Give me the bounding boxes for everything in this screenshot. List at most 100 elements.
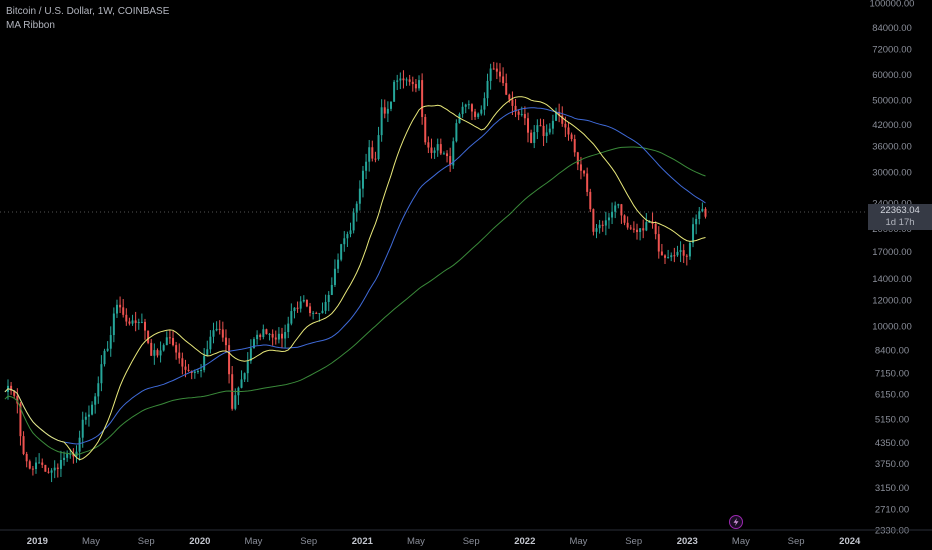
candle-body <box>168 337 171 339</box>
candle-body <box>361 170 364 189</box>
price-tick-label: 36000.00 <box>872 142 912 153</box>
candle-body <box>449 156 452 166</box>
candle-body <box>523 114 526 119</box>
candle-body <box>598 224 601 229</box>
price-tick-label: 7150.00 <box>875 368 909 379</box>
price-tick-label: 17000.00 <box>872 247 912 258</box>
price-tick-label: 10000.00 <box>872 321 912 332</box>
time-tick-label: May <box>82 536 100 547</box>
candle-body <box>271 333 274 338</box>
time-tick-label: 2019 <box>27 536 48 547</box>
candle-body <box>679 250 682 252</box>
candle-body <box>604 220 607 226</box>
candle-body <box>259 334 262 338</box>
candle-body <box>56 467 59 469</box>
candle-body <box>495 68 498 72</box>
last-price-tag: 22363.04 1d 17h <box>868 204 932 230</box>
candle-body <box>374 158 377 160</box>
candle-body <box>583 170 586 174</box>
symbol-title[interactable]: Bitcoin / U.S. Dollar, 1W, COINBASE <box>6 6 170 17</box>
candle-body <box>38 462 41 464</box>
candle-body <box>137 321 140 323</box>
candle-body <box>642 228 645 231</box>
candle-body <box>511 99 514 106</box>
candle-body <box>78 437 81 452</box>
candle-body <box>442 153 445 155</box>
candle-body <box>527 118 530 133</box>
price-tick-label: 2710.00 <box>875 504 909 515</box>
time-tick-label: May <box>244 536 262 547</box>
candle-body <box>175 345 178 353</box>
time-tick-label: 2021 <box>352 536 374 547</box>
candle-body <box>589 191 592 210</box>
candle-body <box>520 114 523 116</box>
price-tick-label: 12000.00 <box>872 296 912 307</box>
price-axis[interactable]: 100000.00 84000.00 72000.00 60000.00 50000.0… <box>870 0 915 537</box>
candle-body <box>243 373 246 380</box>
candle-body <box>13 390 16 396</box>
candle-body <box>601 224 604 226</box>
candle-body <box>623 215 626 223</box>
time-tick-label: May <box>569 536 587 547</box>
candle-body <box>629 227 632 229</box>
candle-body <box>486 80 489 99</box>
indicator-label[interactable]: MA Ribbon <box>6 20 55 31</box>
candle-body <box>427 142 430 148</box>
candle-body <box>386 108 389 114</box>
candle-body <box>542 125 545 137</box>
candle-body <box>156 350 159 356</box>
candle-body <box>514 105 517 112</box>
candle-body <box>530 132 533 143</box>
candle-body <box>555 111 558 121</box>
candle-body <box>53 467 56 471</box>
candle-body <box>365 161 368 171</box>
time-tick-label: Sep <box>300 536 317 547</box>
candle-body <box>396 80 399 82</box>
candle-body <box>333 268 336 285</box>
price-tick-label: 100000.00 <box>870 0 915 10</box>
time-axis[interactable]: 2019 May Sep 2020 May Sep 2021 May Sep 2022 May Sep… <box>27 536 861 547</box>
candle-body <box>181 358 184 367</box>
candle-body <box>346 234 349 239</box>
candle-body <box>200 370 203 372</box>
time-tick-label: 2020 <box>189 536 210 547</box>
candle-body <box>461 106 464 115</box>
candle-body <box>66 453 69 458</box>
candle-body <box>380 107 383 136</box>
candle-body <box>480 109 483 114</box>
lightning-icon[interactable] <box>729 515 743 529</box>
candle-body <box>595 228 598 232</box>
candle-body <box>44 464 47 472</box>
candle-body <box>265 329 268 335</box>
candle-body <box>218 328 221 330</box>
candle-body <box>309 306 312 314</box>
candle-body <box>209 336 212 350</box>
candle-body <box>330 284 333 295</box>
candle-body <box>63 457 66 460</box>
candle-body <box>402 78 405 81</box>
candle-body <box>576 152 579 165</box>
candle-body <box>570 134 573 140</box>
candle-body <box>150 342 153 356</box>
candle-body <box>122 307 125 315</box>
candle-body <box>224 337 227 346</box>
candle-body <box>371 147 374 159</box>
candle-body <box>452 141 455 166</box>
bar-countdown: 1d 17h <box>885 217 915 228</box>
price-tick-label: 6150.00 <box>875 389 909 400</box>
price-tick-label: 3750.00 <box>875 459 909 470</box>
candle-body <box>41 462 44 465</box>
candle-body <box>343 238 346 245</box>
candle-body <box>84 416 87 420</box>
candle-body <box>470 104 473 112</box>
ma-fast-line <box>4 96 706 461</box>
candle-body <box>22 436 25 454</box>
candle-body <box>97 383 100 397</box>
candle-body <box>246 361 249 374</box>
candle-body <box>184 366 187 370</box>
price-tick-label: 50000.00 <box>872 96 912 107</box>
candle-body <box>695 218 698 225</box>
time-tick-label: 2023 <box>677 536 698 547</box>
price-tick-label: 5150.00 <box>875 414 909 425</box>
